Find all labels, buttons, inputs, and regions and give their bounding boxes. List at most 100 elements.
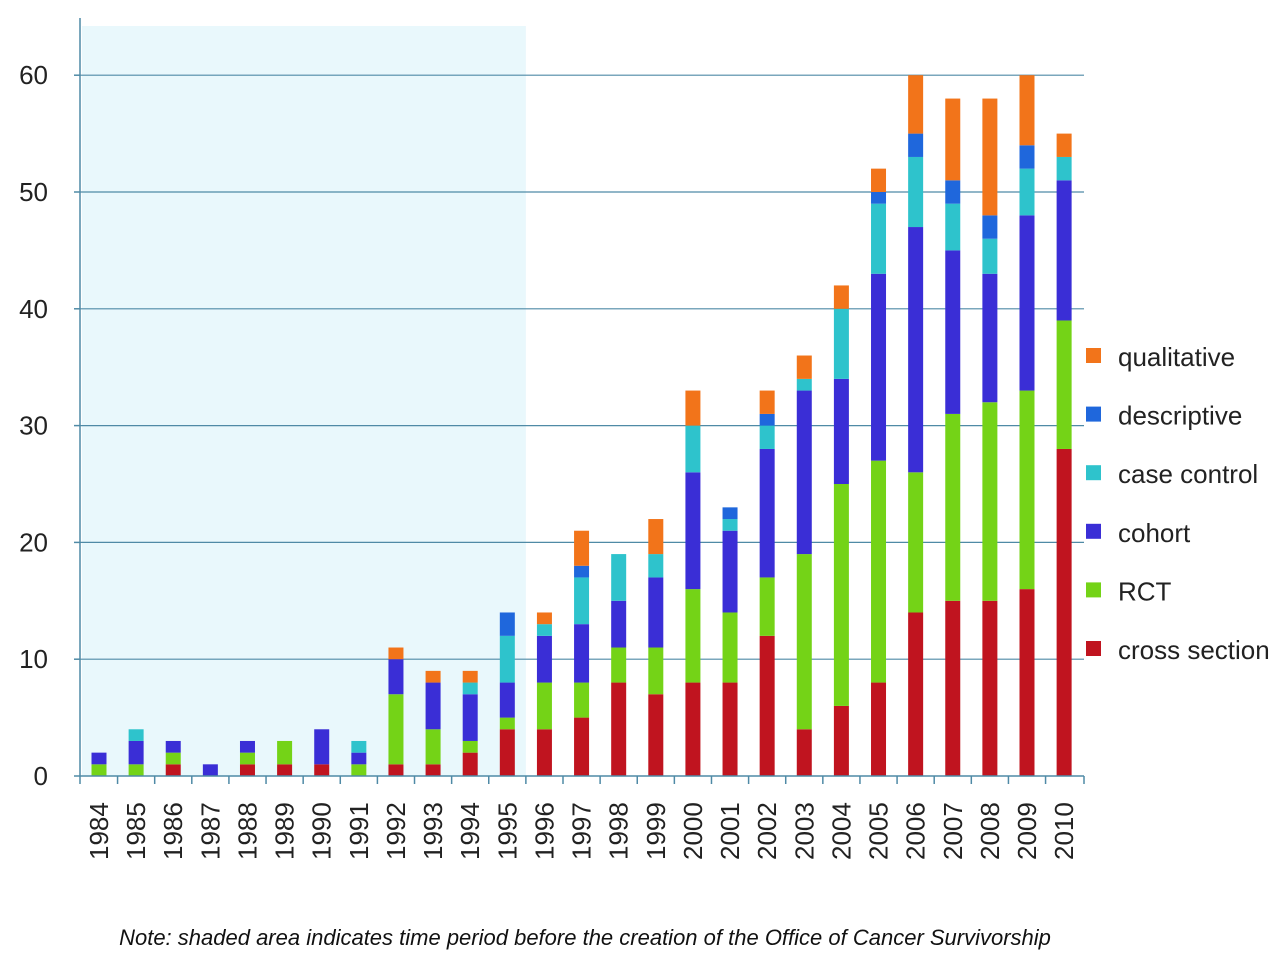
bar-segment-case-control-2000	[685, 425, 701, 473]
legend: qualitative descriptive case control cohort…	[1086, 342, 1270, 665]
bar-segment-cohort-2001	[722, 530, 738, 613]
x-tick-label: 1988	[232, 802, 262, 860]
bar-segment-case-control-1995	[499, 635, 515, 683]
bar-segment-cohort-2003	[796, 390, 812, 555]
bar-segment-RCT-1986	[165, 752, 181, 765]
legend-swatch-RCT	[1086, 582, 1101, 598]
bar-segment-cohort-2006	[908, 227, 924, 473]
bar-segment-cross-section-1992	[388, 764, 404, 776]
bar-segment-qualitative-1996	[536, 612, 552, 625]
bar-segment-cross-section-2002	[759, 635, 775, 776]
bar-segment-cross-section-2000	[685, 682, 701, 776]
bar-segment-cohort-1987	[202, 764, 218, 776]
bar-segment-qualitative-1992	[388, 647, 404, 660]
y-tick-label: 0	[34, 761, 48, 791]
bar-segment-RCT-1988	[239, 752, 255, 765]
x-tick-label: 1996	[529, 802, 559, 860]
bar-segment-cohort-1990	[314, 729, 330, 765]
bar-segment-descriptive-1997	[574, 565, 590, 578]
bar-segment-cohort-2009	[1019, 215, 1035, 391]
bar-segment-RCT-2000	[685, 589, 701, 683]
bar-segment-descriptive-2009	[1019, 145, 1035, 169]
bar-segment-case-control-1998	[611, 554, 627, 601]
bar-segment-case-control-1999	[648, 554, 664, 578]
bar-segment-qualitative-2002	[759, 390, 775, 414]
bar-segment-qualitative-2000	[685, 390, 701, 426]
bar-segment-cross-section-2006	[908, 612, 924, 776]
legend-swatch-cross-section	[1086, 641, 1101, 656]
bar-segment-case-control-1994	[462, 682, 478, 695]
x-tick-label: 1997	[567, 802, 597, 860]
legend-swatch-descriptive	[1086, 406, 1101, 422]
bar-segment-descriptive-2006	[908, 133, 924, 157]
bar-segment-cross-section-1994	[462, 752, 478, 776]
bar-segment-RCT-2009	[1019, 390, 1035, 590]
bar-segment-cohort-1996	[536, 635, 552, 683]
bar-segment-cohort-1994	[462, 694, 478, 741]
bar-segment-cross-section-2008	[982, 600, 998, 776]
y-tick-label: 60	[19, 60, 48, 90]
bar-segment-cohort-2010	[1056, 180, 1072, 321]
bar-segment-RCT-1985	[128, 764, 144, 776]
bar-segment-case-control-2007	[945, 203, 961, 251]
bar-segment-RCT-2006	[908, 472, 924, 613]
bar-segment-cohort-1995	[499, 682, 515, 718]
bar-segment-descriptive-1995	[499, 612, 515, 636]
x-tick-label: 2008	[975, 802, 1005, 860]
bar-segment-RCT-1989	[277, 740, 293, 765]
x-tick-label: 1991	[344, 802, 374, 860]
bar-segment-RCT-2001	[722, 612, 738, 683]
bar-segment-cohort-1998	[611, 600, 627, 648]
bar-segment-case-control-2001	[722, 519, 738, 531]
x-tick-label: 1993	[418, 802, 448, 860]
y-tick-label: 50	[19, 177, 48, 207]
bar-segment-cross-section-2004	[833, 705, 849, 776]
bar-segment-qualitative-1999	[648, 519, 664, 555]
bar-segment-cohort-1984	[91, 752, 107, 765]
x-tick-label: 2007	[938, 802, 968, 860]
bar-segment-RCT-1993	[425, 729, 441, 765]
x-tick-label: 2006	[901, 802, 931, 860]
bar-segment-descriptive-2008	[982, 215, 998, 239]
x-tick-label: 1990	[307, 802, 337, 860]
bar-segment-qualitative-2008	[982, 98, 998, 216]
y-tick-label: 30	[19, 411, 48, 441]
x-tick-label: 1999	[641, 802, 671, 860]
bar-segment-cohort-1991	[351, 752, 367, 765]
bar-segment-case-control-2003	[796, 378, 812, 391]
bar-segment-case-control-1996	[536, 624, 552, 636]
bar-segment-RCT-2007	[945, 413, 961, 601]
bar-segment-case-control-2010	[1056, 156, 1072, 181]
bar-segment-cohort-2002	[759, 448, 775, 578]
x-tick-label: 1984	[84, 802, 114, 860]
bar-segment-qualitative-2007	[945, 98, 961, 181]
bar-segment-cross-section-1988	[239, 764, 255, 776]
bar-segment-cohort-1993	[425, 682, 441, 730]
bar-segment-cross-section-2005	[871, 682, 887, 776]
bar-segment-cohort-2008	[982, 273, 998, 403]
bar-segment-cross-section-1998	[611, 682, 627, 776]
bar-segment-cohort-1997	[574, 624, 590, 683]
bar-segment-descriptive-2007	[945, 180, 961, 204]
bar-segment-cross-section-2007	[945, 600, 961, 776]
x-tick-label: 1985	[121, 802, 151, 860]
bar-segment-case-control-1991	[351, 740, 367, 753]
bar-segment-case-control-1985	[128, 729, 144, 741]
bar-segment-RCT-1994	[462, 740, 478, 753]
bar-segment-cross-section-1995	[499, 729, 515, 776]
bar-segment-cross-section-1993	[425, 764, 441, 776]
bar-segment-case-control-2002	[759, 425, 775, 449]
bar-segment-qualitative-2005	[871, 168, 887, 192]
bar-segment-cohort-2004	[833, 378, 849, 484]
y-tick-labels: 0 10 20 30 40 50 60	[19, 60, 48, 791]
x-tick-label: 2001	[715, 802, 745, 860]
x-tick-label: 1995	[492, 802, 522, 860]
bar-segment-cross-section-1996	[536, 729, 552, 776]
legend-swatch-case-control	[1086, 465, 1101, 481]
bar-segment-cross-section-2001	[722, 682, 738, 776]
bar-segment-RCT-1991	[351, 764, 367, 776]
bar-segment-case-control-2005	[871, 203, 887, 274]
bar-segment-cohort-2005	[871, 273, 887, 461]
bar-segment-RCT-1998	[611, 647, 627, 683]
bar-segment-RCT-2008	[982, 402, 998, 601]
